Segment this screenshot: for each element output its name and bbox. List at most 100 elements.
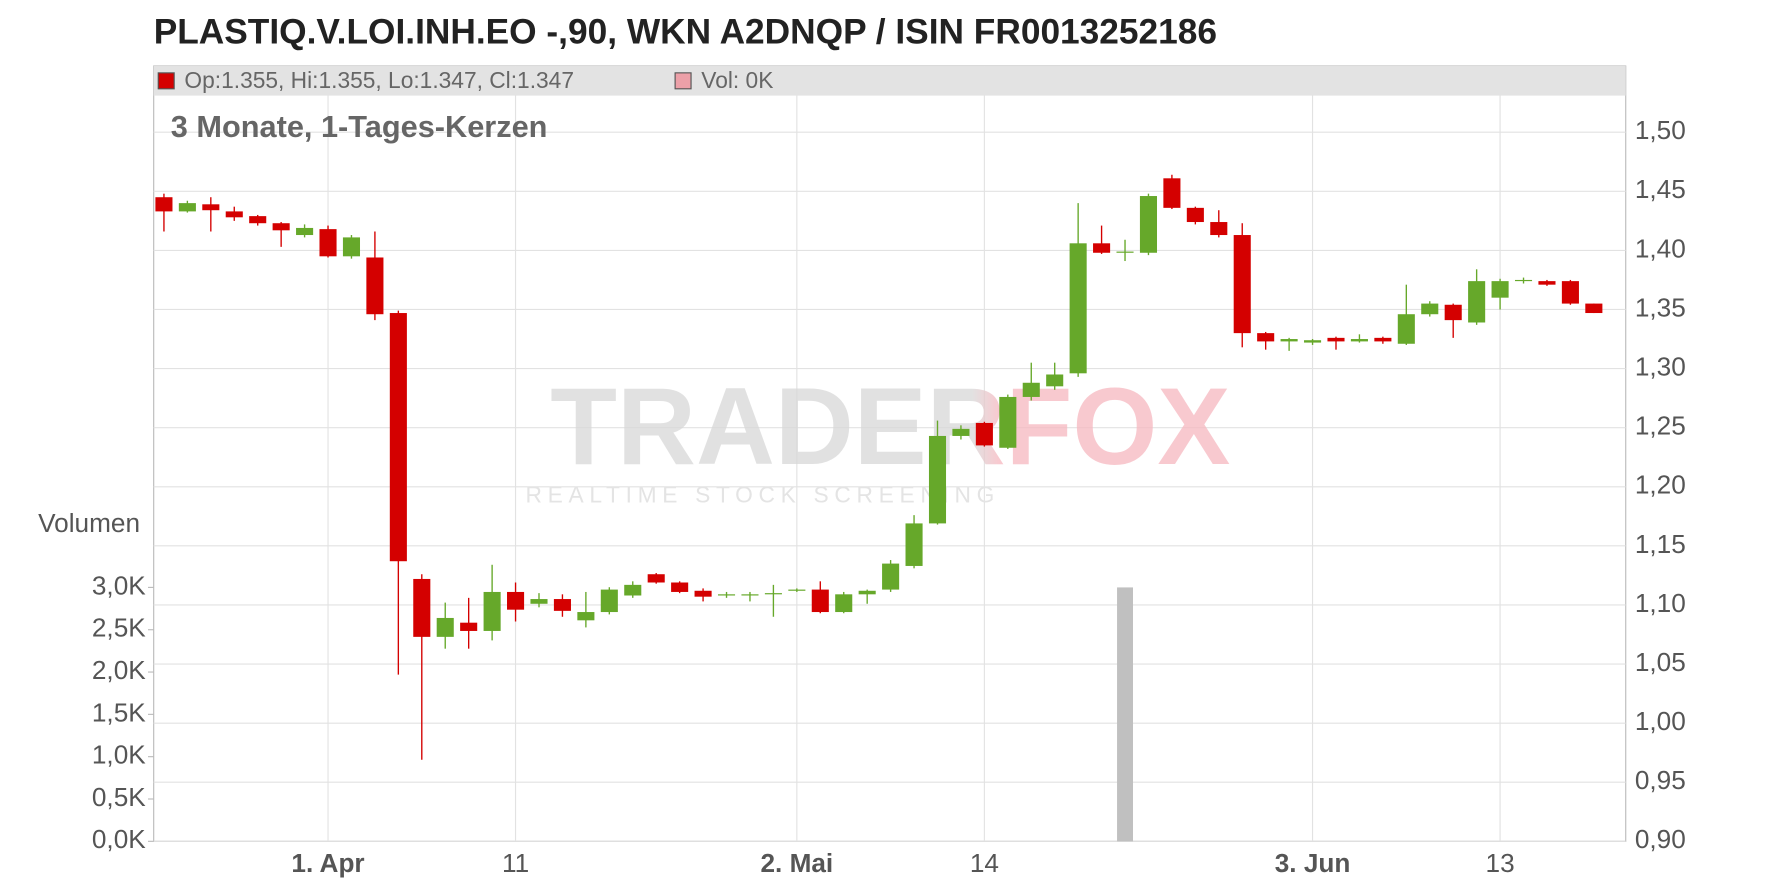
candle-body bbox=[811, 589, 829, 613]
candle-body bbox=[647, 574, 665, 583]
candle-body bbox=[1468, 281, 1486, 323]
candle-body bbox=[741, 594, 759, 596]
candle-body bbox=[249, 216, 267, 224]
candle-body bbox=[178, 203, 196, 212]
candle-body bbox=[764, 593, 782, 595]
candle-body bbox=[1561, 281, 1579, 304]
candle-body bbox=[319, 229, 337, 257]
candle-body bbox=[624, 584, 642, 596]
candle-body bbox=[1444, 304, 1462, 321]
candle-body bbox=[671, 582, 689, 592]
candle-body bbox=[928, 435, 947, 524]
candle-body bbox=[1538, 281, 1556, 285]
x-tick-label: 13 bbox=[1486, 848, 1515, 878]
watermark-tagline: REALTIME STOCK SCREENING bbox=[525, 481, 1000, 507]
candle-body bbox=[788, 589, 806, 591]
y2-tick-label: 0,0K bbox=[92, 824, 146, 854]
x-tick-label: 3. Jun bbox=[1275, 848, 1351, 878]
candle-body bbox=[999, 396, 1017, 448]
legend-bar bbox=[153, 66, 1626, 96]
legend-ohlc: Op:1.355, Hi:1.355, Lo:1.347, Cl:1.347 bbox=[184, 67, 574, 93]
candle-body bbox=[1350, 339, 1368, 342]
y2-tick-label: 1,5K bbox=[92, 697, 146, 727]
candle-body bbox=[882, 563, 900, 590]
x-tick-label: 14 bbox=[970, 848, 999, 878]
candle-body bbox=[1421, 303, 1439, 315]
legend-volume: Vol: 0K bbox=[701, 67, 773, 93]
candle-body bbox=[296, 227, 314, 236]
volume-bar bbox=[1117, 587, 1133, 842]
candle-body bbox=[530, 599, 548, 604]
chart-subtitle: 3 Monate, 1-Tages-Kerzen bbox=[171, 109, 548, 144]
candle-body bbox=[858, 590, 876, 595]
candle-body bbox=[155, 197, 173, 212]
candle-body bbox=[1304, 340, 1322, 343]
legend-swatch bbox=[674, 72, 692, 90]
watermark-brand: TRADERFOX bbox=[550, 366, 1230, 488]
candle-body bbox=[1257, 333, 1275, 342]
candle-body bbox=[1046, 374, 1064, 387]
y-tick-label: 1,40 bbox=[1635, 233, 1686, 263]
candle-body bbox=[436, 617, 454, 637]
y-tick-label: 1,20 bbox=[1635, 470, 1686, 500]
y2-tick-label: 1,0K bbox=[92, 740, 146, 770]
candle-body bbox=[600, 589, 618, 613]
x-tick-label: 2. Mai bbox=[760, 848, 833, 878]
y2-tick-label: 2,5K bbox=[92, 613, 146, 643]
y-tick-label: 1,25 bbox=[1635, 411, 1686, 441]
candle-body bbox=[975, 422, 993, 446]
candle-body bbox=[1585, 303, 1603, 314]
candle-body bbox=[1163, 178, 1181, 208]
y-tick-label: 1,50 bbox=[1635, 115, 1686, 145]
x-tick-label: 1. Apr bbox=[291, 848, 364, 878]
candle-body bbox=[1210, 222, 1228, 236]
candle-body bbox=[1139, 196, 1158, 253]
y-tick-label: 1,45 bbox=[1635, 174, 1686, 204]
candle-body bbox=[202, 204, 220, 211]
candle-body bbox=[389, 313, 407, 562]
candle-body bbox=[1374, 337, 1392, 342]
legend-swatch bbox=[157, 72, 175, 90]
candle-body bbox=[483, 591, 501, 631]
y2-axis-label: Volumen bbox=[38, 508, 140, 538]
candle-body bbox=[1116, 251, 1134, 253]
x-tick-label: 11 bbox=[502, 848, 529, 878]
candle-body bbox=[460, 622, 478, 631]
candle-body bbox=[1397, 314, 1415, 344]
candle-body bbox=[577, 612, 595, 621]
candle-body bbox=[835, 594, 853, 613]
y-tick-label: 1,15 bbox=[1635, 529, 1686, 559]
candle-body bbox=[1022, 382, 1040, 397]
candle-body bbox=[1186, 207, 1204, 223]
y2-tick-label: 2,0K bbox=[92, 655, 146, 685]
y-tick-label: 0,90 bbox=[1635, 824, 1686, 854]
y-tick-label: 1,05 bbox=[1635, 647, 1686, 677]
candle-body bbox=[1280, 339, 1298, 342]
candle-body bbox=[905, 523, 923, 566]
candle-body bbox=[952, 428, 970, 436]
candle-body bbox=[1491, 281, 1509, 298]
y-tick-label: 1,30 bbox=[1635, 352, 1686, 382]
candle-body bbox=[366, 257, 384, 315]
candle-body bbox=[1514, 279, 1533, 282]
candle-body bbox=[1233, 235, 1251, 334]
marks bbox=[155, 174, 1603, 842]
candle-body bbox=[225, 211, 243, 218]
candle-body bbox=[694, 590, 712, 597]
candle-body bbox=[1069, 243, 1087, 374]
chart-title: PLASTIQ.V.LOI.INH.EO -,90, WKN A2DNQP / … bbox=[154, 12, 1217, 51]
y-tick-label: 1,35 bbox=[1635, 292, 1686, 322]
candle-body bbox=[507, 591, 525, 610]
candle-body bbox=[553, 599, 571, 611]
candle-body bbox=[1327, 337, 1345, 342]
y-tick-label: 1,10 bbox=[1635, 588, 1686, 618]
candle-body bbox=[413, 578, 431, 637]
y2-tick-label: 0,5K bbox=[92, 782, 146, 812]
candle-body bbox=[717, 594, 736, 596]
y-tick-label: 0,95 bbox=[1635, 765, 1686, 795]
candle-body bbox=[342, 237, 361, 257]
candle-body bbox=[1093, 243, 1111, 253]
y2-tick-label: 3,0K bbox=[92, 570, 146, 600]
